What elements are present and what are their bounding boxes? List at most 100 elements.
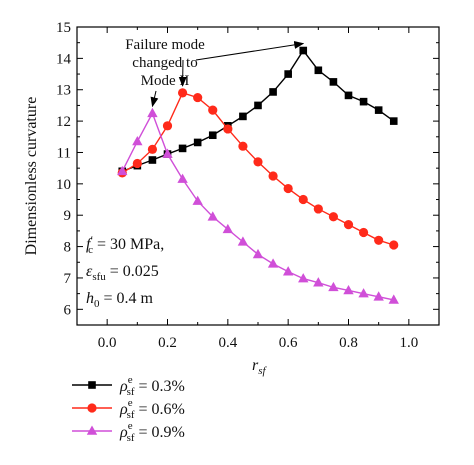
data-point [208,131,217,140]
data-point [343,284,354,295]
data-point [328,281,339,292]
data-point [148,156,157,164]
data-point [358,227,369,238]
series-line [121,111,394,301]
legend-item-1: ρe sf = 0.3% [72,374,185,398]
data-point [329,78,338,86]
data-point [132,158,142,169]
data-point [313,204,323,214]
data-point [268,171,278,181]
y-tick-label: 11 [57,145,71,161]
x-axis-label: rsf [252,357,268,377]
data-point [178,144,187,153]
data-point [373,291,384,301]
data-point [147,144,158,154]
legend-item-3: ρe sf = 0.9% [72,420,185,444]
axis-ticks [76,26,440,326]
data-point [298,194,308,205]
data-point [374,235,384,245]
data-point [344,91,353,100]
data-point [223,124,233,134]
data-point [239,112,247,121]
data-point [388,294,399,304]
x-tick-label: 0.0 [98,335,117,351]
data-point [314,66,323,75]
series-line [121,92,394,246]
data-point [389,117,398,125]
x-tick-label: 0.2 [158,335,177,351]
data-point [313,277,324,287]
y-tick-label: 8 [64,240,72,256]
data-point [238,141,248,151]
annotation-arrow [195,40,305,61]
y-tick-label: 7 [64,271,72,287]
parameter-h0: h0 = 0.4 m [86,290,154,310]
legend-label: ρe sf = 0.9% [119,420,185,444]
y-tick-label: 15 [56,20,71,36]
x-tick-label: 0.8 [339,335,358,351]
data-point [267,258,279,268]
x-tick-label: 0.4 [218,335,237,351]
data-point [162,121,173,131]
parameter-fc: f′ c = 30 MPa, [86,233,164,256]
data-point [358,288,369,298]
data-point [328,212,339,222]
data-point [177,173,188,183]
data-point [282,266,294,276]
annotation-line-2: changed to [132,55,197,71]
legend-marker [87,403,97,413]
data-point [299,46,308,55]
data-point [359,97,368,106]
annotation-line-3: Mode II [141,73,190,89]
data-point [132,135,143,146]
y-tick-label: 13 [56,83,71,99]
annotation-arrows [150,40,305,108]
series-3 [117,107,399,304]
data-point [208,105,218,115]
data-point [193,138,202,147]
axis-tick-labels: 0.0 0.2 0.4 0.6 0.8 1.0 6 7 8 9 10 11 12 13 14 15 [56,20,418,351]
legend: ρe sf = 0.3%ρe sf = 0.6%ρe sf = 0.9% [72,374,185,444]
data-point [192,195,203,205]
data-point [252,248,264,259]
data-point [374,106,383,114]
parameter-esfu: εsfu = 0.025 [86,263,159,283]
data-point [253,157,263,167]
parameter-block: f′ c = 30 MPa, εsfu = 0.025 h0 = 0.4 m [86,233,164,310]
annotation-line-1: Failure mode [125,37,205,53]
legend-label: ρe sf = 0.3% [119,374,185,398]
series-layer [117,46,399,304]
plot-frame [76,26,440,326]
annotation-arrow [150,90,159,108]
data-point [254,101,262,110]
data-point [207,211,218,221]
y-tick-label: 12 [56,114,71,130]
legend-marker [86,425,98,435]
data-point [177,88,188,98]
data-point [284,70,292,78]
data-point [117,165,128,176]
data-point [147,107,158,118]
data-point [222,223,234,234]
y-tick-label: 9 [64,208,72,224]
legend-label: ρe sf = 0.6% [119,397,185,421]
y-tick-label: 14 [56,51,72,67]
legend-item-2: ρe sf = 0.6% [72,397,185,421]
data-point [283,183,293,194]
data-point [343,220,354,230]
y-tick-label: 10 [56,177,71,193]
data-point [193,92,203,103]
failure-annotation: Failure mode changed to Mode II [125,37,305,108]
x-tick-label: 0.6 [279,335,298,351]
data-point [298,273,309,283]
data-point [269,88,277,96]
y-axis-label: Dimensionless curvature [23,97,40,256]
legend-marker [88,381,96,389]
data-point [162,148,173,158]
data-point [237,236,249,246]
y-tick-label: 6 [64,302,72,318]
series-2 [117,88,399,250]
data-point [389,240,399,250]
x-tick-label: 1.0 [399,335,418,351]
